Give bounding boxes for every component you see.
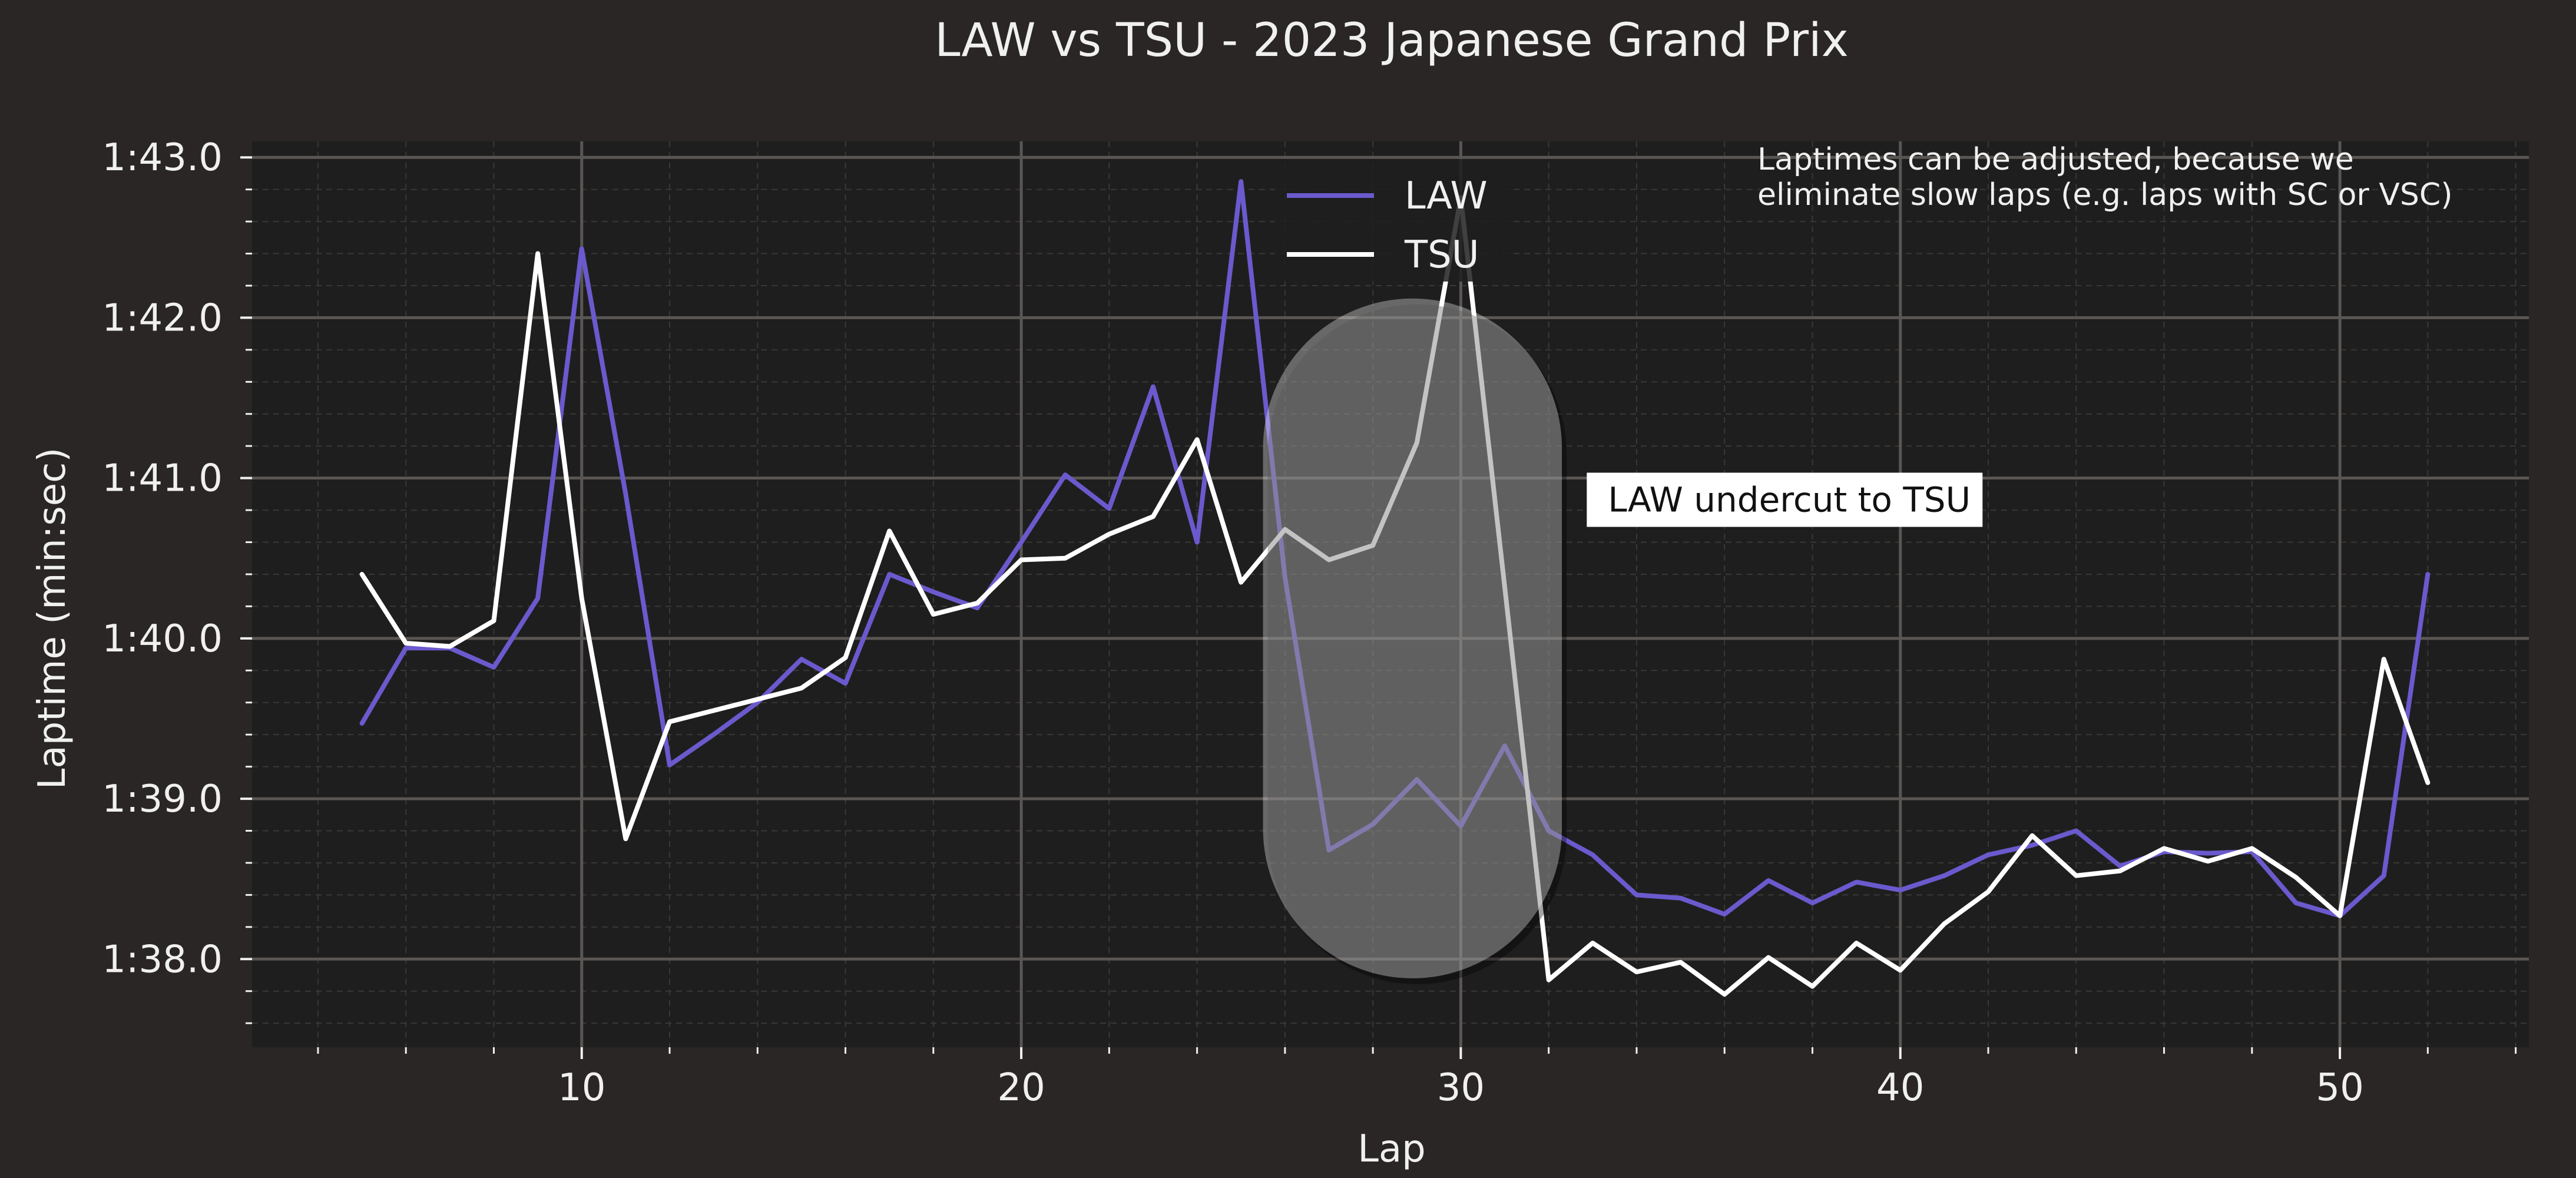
x-tick-label: 10 [558,1066,605,1110]
chart-title: LAW vs TSU - 2023 Japanese Grand Prix [935,14,1849,67]
legend-box [1275,159,1511,282]
x-axis-label: Lap [1357,1127,1426,1171]
legend-label-law: LAW [1405,174,1488,218]
series-layer [359,179,2431,997]
y-axis-label: Laptime (min:sec) [31,448,74,790]
y-tick-label: 1:43.0 [102,136,223,180]
y-tick-label: 1:40.0 [102,617,223,661]
plot-area [252,141,2529,1047]
annotation-label: LAW undercut to TSU [1608,480,1971,520]
x-tick-label: 40 [1876,1066,1924,1110]
legend: LAW TSU [1275,159,1511,282]
y-axis: 1:38.0 1:39.0 1:40.0 1:41.0 1:42.0 1:43.0 [102,136,252,1024]
major-grid [252,141,2529,1047]
y-tick-label: 1:41.0 [102,457,223,501]
x-tick-label: 30 [1437,1066,1485,1110]
x-axis: 10 20 30 40 50 [317,1047,2517,1110]
y-tick-label: 1:38.0 [102,938,223,981]
x-tick-label: 50 [2316,1066,2363,1110]
adjustment-note: Laptimes can be adjusted, because we eli… [1757,142,2453,213]
undercut-highlight: LAW undercut to TSU [1263,298,1983,984]
series-line-tsu [359,195,2431,997]
series-line-law [359,179,2431,918]
note-line-1: Laptimes can be adjusted, because we [1757,142,2354,177]
y-tick-label: 1:39.0 [102,777,223,821]
highlight-capsule [1263,298,1562,978]
highlight-shadow [1267,304,1567,984]
annotation-box [1587,472,1983,527]
note-line-2: eliminate slow laps (e.g. laps with SC o… [1757,177,2453,213]
y-tick-label: 1:42.0 [102,296,223,340]
x-tick-label: 20 [997,1066,1045,1110]
legend-label-tsu: TSU [1404,233,1479,277]
